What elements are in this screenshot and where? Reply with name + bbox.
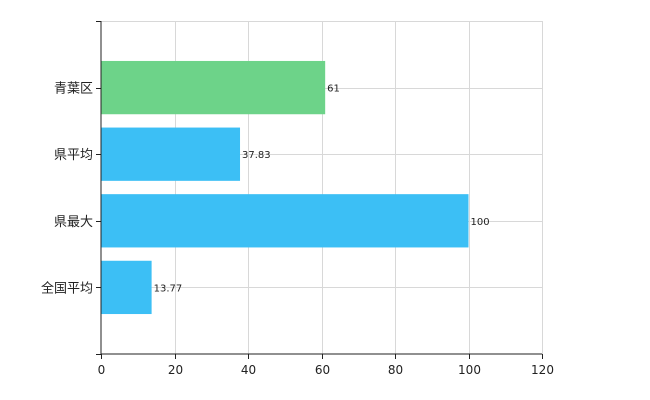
category-label: 青葉区 bbox=[54, 82, 93, 97]
bars bbox=[101, 60, 469, 315]
x-tick-label: 80 bbox=[388, 363, 403, 377]
bar bbox=[101, 194, 469, 248]
category-label: 県最大 bbox=[54, 215, 93, 230]
axes bbox=[96, 21, 543, 359]
data-label: 100 bbox=[471, 217, 490, 228]
data-label: 37.83 bbox=[242, 150, 271, 161]
category-label: 全国平均 bbox=[41, 280, 93, 296]
x-tick-label: 120 bbox=[531, 363, 554, 377]
bar bbox=[101, 127, 241, 181]
bar bbox=[101, 60, 326, 115]
category-label: 県平均 bbox=[54, 148, 93, 163]
data-label: 61 bbox=[327, 84, 340, 95]
x-tick-label: 60 bbox=[315, 363, 330, 377]
bar bbox=[101, 260, 152, 315]
x-tick-label: 0 bbox=[98, 363, 106, 377]
labels: 0 20 40 60 80 100 120 青葉区 61 県平均 37.83 県最大 100 全国平均 13… bbox=[41, 82, 554, 377]
x-tick-label: 40 bbox=[241, 363, 256, 377]
x-tick-label: 100 bbox=[458, 363, 481, 377]
x-tick-label: 20 bbox=[168, 363, 183, 377]
data-label: 13.77 bbox=[154, 283, 183, 294]
